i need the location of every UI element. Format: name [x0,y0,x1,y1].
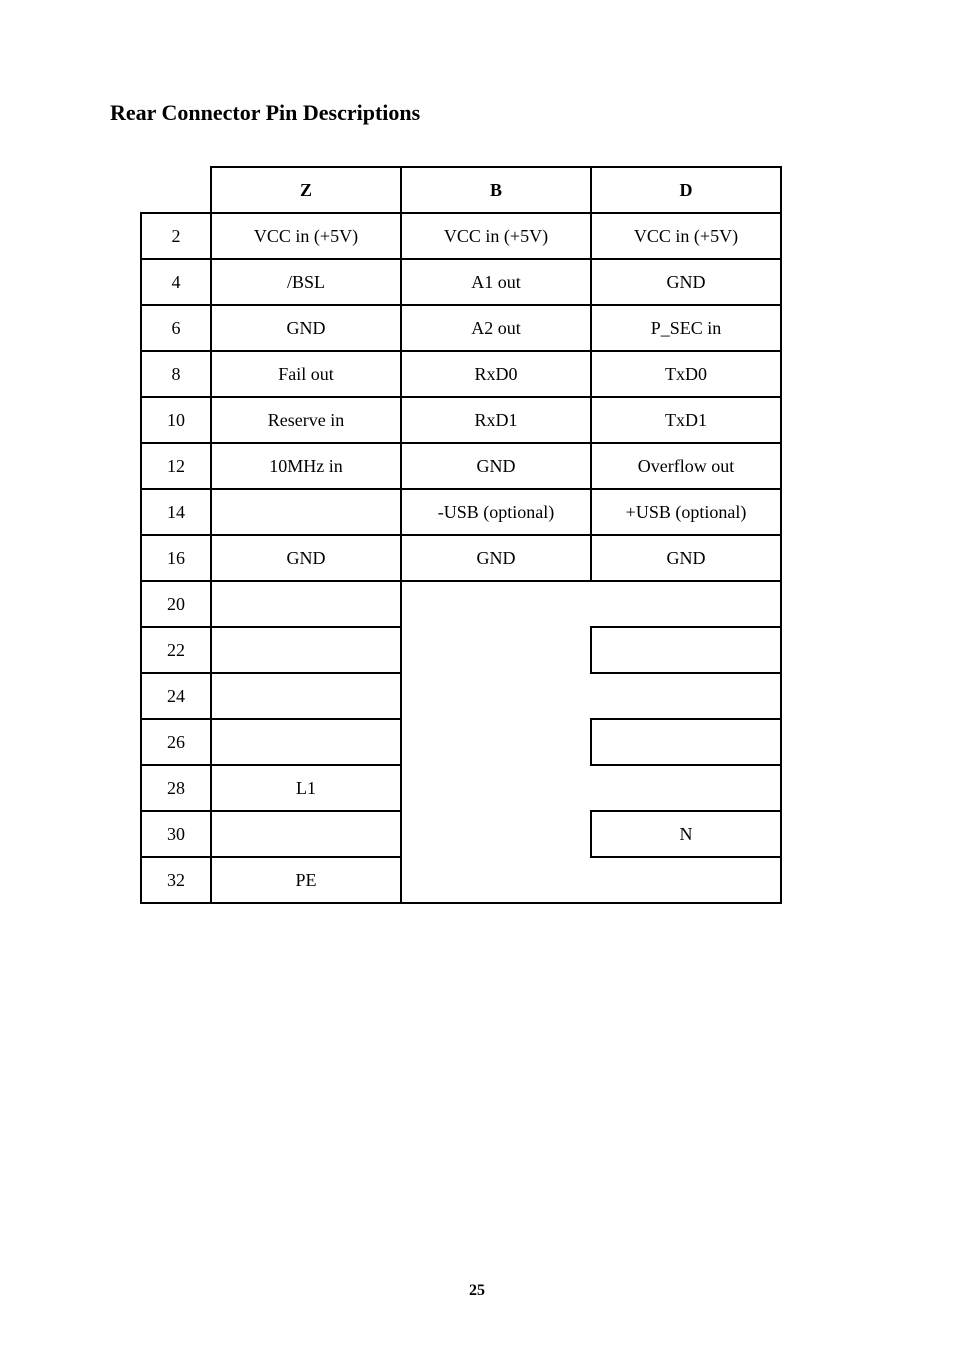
z-cell: Reserve in [211,397,401,443]
b-cell [401,811,591,857]
header-b: B [401,167,591,213]
pin-table: Z B D 2 VCC in (+5V) VCC in (+5V) VCC in… [140,166,782,904]
z-cell: VCC in (+5V) [211,213,401,259]
d-cell [591,627,781,673]
header-pin-blank [141,167,211,213]
header-d: D [591,167,781,213]
z-cell [211,719,401,765]
b-cell [401,719,591,765]
pin-cell: 8 [141,351,211,397]
d-cell: GND [591,259,781,305]
pin-cell: 2 [141,213,211,259]
pin-cell: 14 [141,489,211,535]
z-cell: PE [211,857,401,903]
z-cell [211,489,401,535]
table-row: 14 -USB (optional) +USB (optional) [141,489,781,535]
z-cell [211,811,401,857]
d-cell [591,673,781,719]
table-row: 32 PE [141,857,781,903]
z-cell [211,673,401,719]
b-cell [401,857,591,903]
d-cell [591,581,781,627]
z-cell: GND [211,305,401,351]
table-row: 26 [141,719,781,765]
table-row: 22 [141,627,781,673]
table-row: 30 N [141,811,781,857]
d-cell: TxD0 [591,351,781,397]
pin-cell: 22 [141,627,211,673]
z-cell: /BSL [211,259,401,305]
header-z: Z [211,167,401,213]
d-cell [591,719,781,765]
d-cell: GND [591,535,781,581]
table-row: 28 L1 [141,765,781,811]
pin-cell: 26 [141,719,211,765]
pin-cell: 28 [141,765,211,811]
d-cell: N [591,811,781,857]
z-cell: Fail out [211,351,401,397]
table-row: 16 GND GND GND [141,535,781,581]
b-cell [401,673,591,719]
pin-cell: 30 [141,811,211,857]
d-cell: VCC in (+5V) [591,213,781,259]
d-cell: Overflow out [591,443,781,489]
table-row: 8 Fail out RxD0 TxD0 [141,351,781,397]
z-cell: L1 [211,765,401,811]
table-row: 10 Reserve in RxD1 TxD1 [141,397,781,443]
table-header-row: Z B D [141,167,781,213]
page: Rear Connector Pin Descriptions Z B D 2 … [0,0,954,1350]
table-row: 12 10MHz in GND Overflow out [141,443,781,489]
z-cell [211,581,401,627]
b-cell [401,581,591,627]
d-cell [591,765,781,811]
d-cell: +USB (optional) [591,489,781,535]
page-number: 25 [0,1282,954,1300]
z-cell [211,627,401,673]
b-cell: A2 out [401,305,591,351]
table-row: 2 VCC in (+5V) VCC in (+5V) VCC in (+5V) [141,213,781,259]
pin-cell: 32 [141,857,211,903]
b-cell: -USB (optional) [401,489,591,535]
table-row: 24 [141,673,781,719]
d-cell: P_SEC in [591,305,781,351]
d-cell: TxD1 [591,397,781,443]
pin-cell: 12 [141,443,211,489]
pin-cell: 10 [141,397,211,443]
d-cell [591,857,781,903]
table-row: 20 [141,581,781,627]
table-row: 4 /BSL A1 out GND [141,259,781,305]
b-cell: RxD0 [401,351,591,397]
pin-cell: 4 [141,259,211,305]
b-cell: VCC in (+5V) [401,213,591,259]
pin-cell: 6 [141,305,211,351]
pin-cell: 24 [141,673,211,719]
b-cell [401,627,591,673]
table-row: 6 GND A2 out P_SEC in [141,305,781,351]
b-cell: RxD1 [401,397,591,443]
b-cell: GND [401,443,591,489]
z-cell: 10MHz in [211,443,401,489]
section-heading: Rear Connector Pin Descriptions [110,100,844,126]
pin-cell: 20 [141,581,211,627]
pin-cell: 16 [141,535,211,581]
b-cell: GND [401,535,591,581]
b-cell [401,765,591,811]
z-cell: GND [211,535,401,581]
b-cell: A1 out [401,259,591,305]
